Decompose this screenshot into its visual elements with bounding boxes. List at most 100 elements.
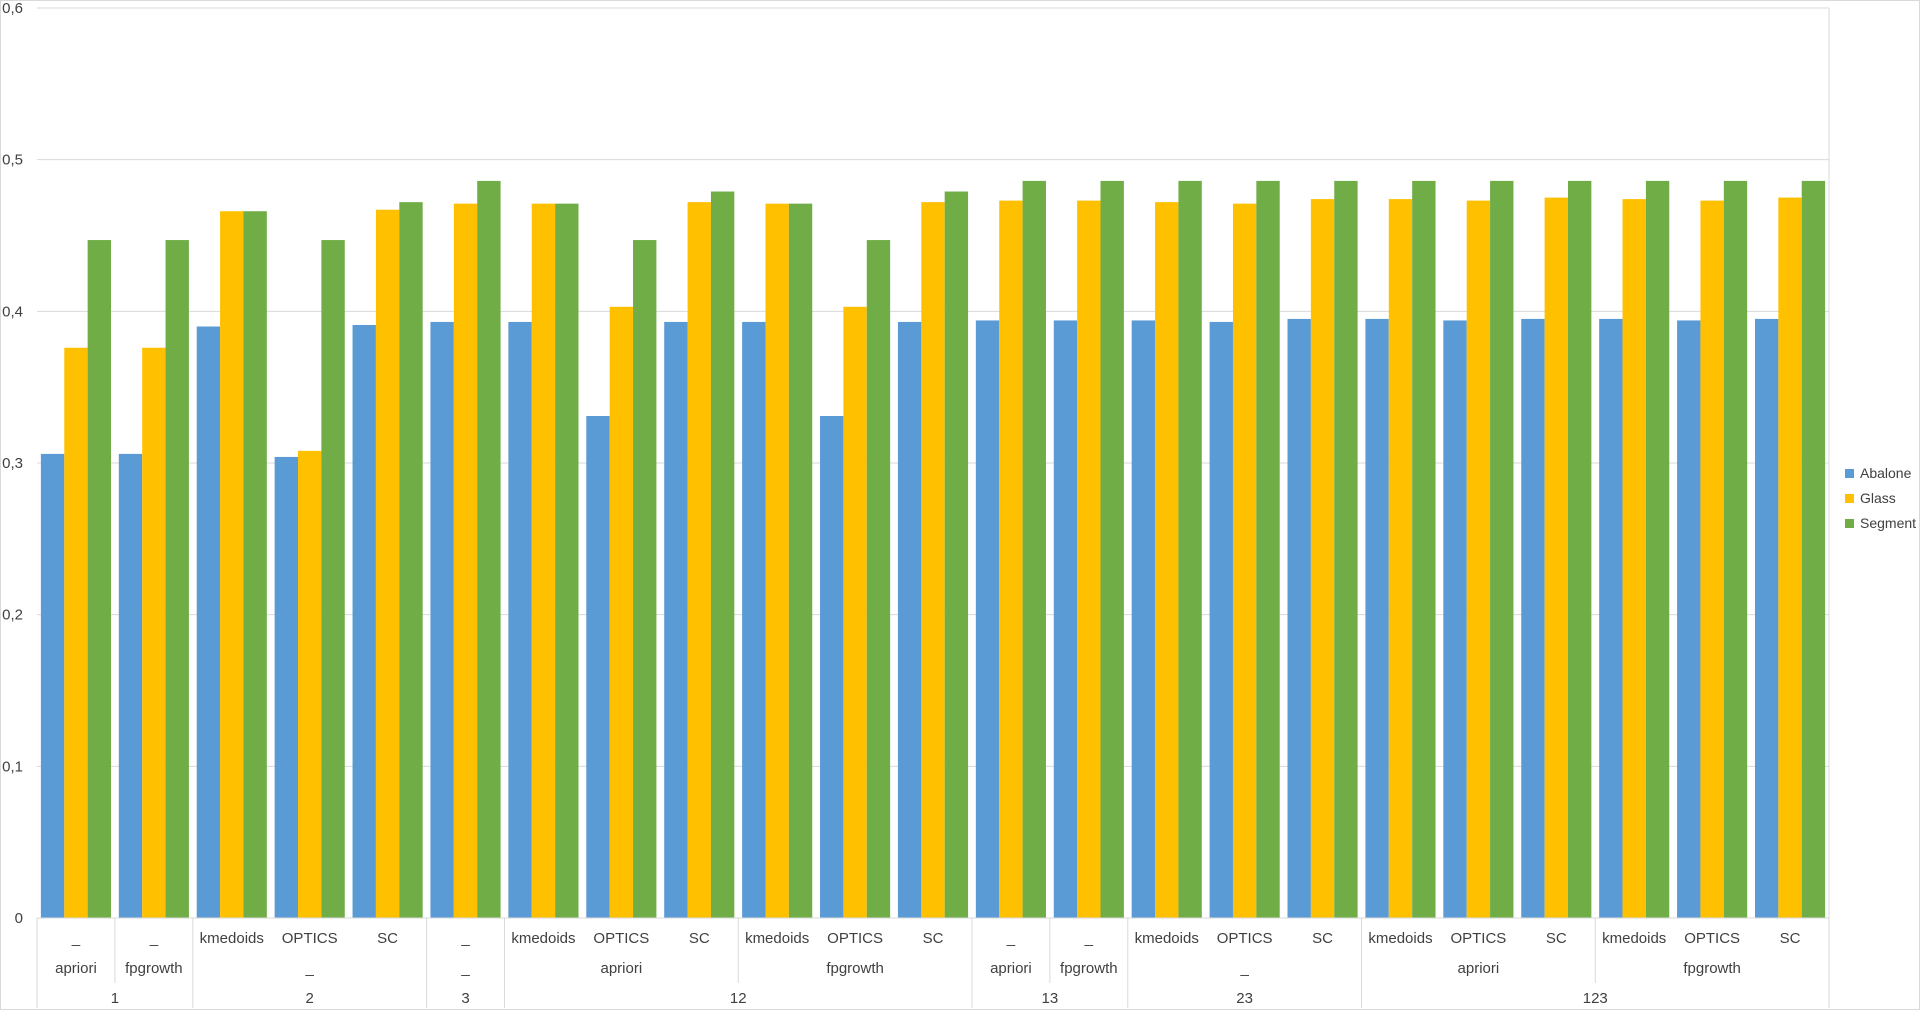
bar-segment-19	[1567, 180, 1592, 918]
bar-segment-22	[1801, 180, 1826, 918]
bar-glass-20	[1622, 199, 1646, 919]
x-tick-label-level1: SC	[377, 930, 398, 947]
x-tick-label-level2: _	[305, 960, 315, 977]
x-tick-label-level1: kmedoids	[200, 930, 264, 947]
bar-abalone-6	[508, 321, 532, 918]
x-tick-label-level2: fpgrowth	[826, 960, 884, 977]
bar-glass-18	[1466, 200, 1491, 918]
bar-glass-21	[1700, 200, 1724, 918]
bar-glass-9	[765, 203, 789, 918]
bar-glass-15	[1232, 203, 1257, 918]
legend-swatch-abalone	[1845, 469, 1854, 478]
bar-segment-6	[555, 203, 579, 918]
bar-segment-7	[633, 240, 657, 919]
bar-segment-13	[1100, 180, 1124, 918]
bar-segment-17	[1412, 180, 1436, 918]
bar-abalone-3	[274, 456, 299, 918]
bar-glass-0	[64, 347, 88, 918]
bar-glass-6	[531, 203, 556, 918]
x-tick-label-level1: SC	[1780, 930, 1801, 947]
bar-glass-8	[687, 202, 711, 919]
legend-label-segment: Segment	[1860, 515, 1916, 531]
x-tick-label-level1: OPTICS	[1217, 930, 1273, 947]
y-tick-label: 0,2	[2, 607, 23, 624]
bar-abalone-19	[1521, 318, 1545, 919]
y-tick-label: 0,3	[2, 455, 23, 472]
bar-segment-8	[710, 191, 735, 918]
bar-glass-5	[453, 203, 478, 918]
bar-glass-13	[1077, 200, 1101, 918]
x-tick-label-level1: _	[460, 930, 470, 947]
y-tick-label: 0,4	[2, 303, 23, 320]
bar-glass-19	[1544, 197, 1568, 919]
legend-label-glass: Glass	[1860, 490, 1896, 506]
bar-segment-5	[477, 180, 501, 918]
bar-glass-10	[843, 306, 867, 918]
bar-abalone-15	[1209, 321, 1233, 918]
x-tick-label-level2: apriori	[601, 960, 643, 977]
x-tick-label-level3: 3	[461, 990, 469, 1007]
x-tick-label-level1: OPTICS	[827, 930, 883, 947]
x-tick-label-level1: OPTICS	[593, 930, 649, 947]
bar-segment-18	[1490, 180, 1514, 918]
bar-abalone-2	[196, 326, 221, 918]
x-tick-label-level3: 23	[1236, 990, 1253, 1007]
bar-segment-15	[1256, 180, 1280, 918]
x-tick-label-level1: kmedoids	[1602, 930, 1666, 947]
x-tick-label-level1: _	[71, 930, 81, 947]
bar-glass-2	[220, 211, 244, 918]
x-axis-labels: _ _ kmedoids OPTICS SC _ kmedoids OPTICS SC kmedo…	[55, 930, 1801, 1007]
x-tick-label-level3: 1	[111, 990, 119, 1007]
bar-segment-3	[321, 240, 345, 919]
y-tick-label: 0,5	[2, 152, 23, 169]
bar-abalone-16	[1287, 318, 1311, 919]
bar-segment-4	[399, 202, 423, 919]
x-tick-label-level1: _	[149, 930, 159, 947]
bar-glass-7	[609, 306, 634, 918]
x-tick-label-level1: _	[1084, 930, 1094, 947]
legend-label-abalone: Abalone	[1860, 465, 1912, 481]
y-tick-label: 0,6	[2, 0, 23, 17]
y-tick-label: 0	[15, 910, 23, 927]
bar-segment-14	[1178, 180, 1202, 918]
x-tick-label-level1: OPTICS	[1684, 930, 1740, 947]
x-tick-label-level3: 123	[1583, 990, 1608, 1007]
legend-swatch-glass	[1845, 494, 1854, 503]
bar-abalone-9	[742, 321, 766, 918]
bar-abalone-22	[1754, 318, 1779, 919]
bar-abalone-11	[897, 321, 922, 918]
x-tick-label-level1: OPTICS	[282, 930, 338, 947]
bar-abalone-8	[664, 321, 688, 918]
bar-segment-12	[1022, 180, 1046, 918]
y-tick-label: 0,1	[2, 758, 23, 775]
bar-glass-14	[1155, 202, 1179, 919]
bar-abalone-10	[820, 415, 844, 918]
x-tick-label-level2: fpgrowth	[125, 960, 183, 977]
x-tick-label-level1: SC	[923, 930, 944, 947]
bar-glass-17	[1388, 199, 1413, 919]
x-tick-label-level2: apriori	[1458, 960, 1500, 977]
x-tick-label-level1: SC	[689, 930, 710, 947]
bar-abalone-14	[1131, 320, 1156, 918]
bar-abalone-13	[1053, 320, 1078, 918]
bars	[40, 180, 1826, 919]
x-tick-label-level1: kmedoids	[745, 930, 809, 947]
x-tick-label-level3: 13	[1042, 990, 1059, 1007]
y-axis-labels: 0 0,1 0,2 0,3 0,4 0,5 0,6	[2, 0, 23, 927]
bar-abalone-17	[1365, 318, 1389, 919]
bar-glass-3	[298, 450, 322, 918]
bar-segment-10	[866, 240, 891, 919]
x-tick-label-level1: _	[1006, 930, 1016, 947]
legend-swatch-segment	[1845, 519, 1854, 528]
bar-abalone-5	[430, 321, 454, 918]
bar-segment-11	[944, 191, 969, 918]
bar-glass-11	[921, 202, 945, 919]
bar-glass-22	[1778, 197, 1802, 919]
x-tick-label-level3: 12	[730, 990, 747, 1007]
x-tick-label-level2: _	[460, 960, 470, 977]
x-tick-label-level1: kmedoids	[511, 930, 575, 947]
x-tick-label-level2: fpgrowth	[1683, 960, 1741, 977]
bar-segment-21	[1723, 180, 1748, 918]
